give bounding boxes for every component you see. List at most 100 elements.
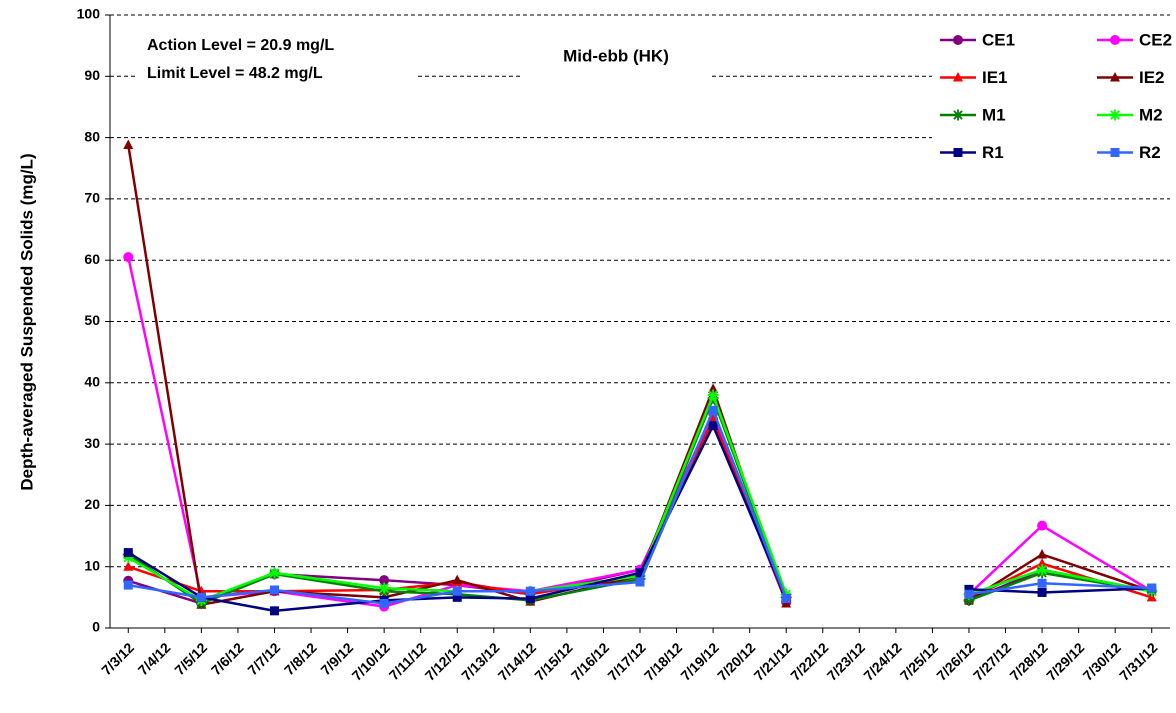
legend-label: CE2 [1139,30,1172,49]
chart-title: Mid-ebb (HK) [563,46,669,65]
data-point [707,389,719,401]
data-point [122,552,134,564]
legend: CE1 CE2 IE1 IE2 M1 M2 R1 R2 [932,25,1172,170]
data-point [269,585,279,595]
data-point [196,592,206,602]
data-point [452,586,462,596]
legend-label: R1 [982,143,1004,162]
y-tick-label: 30 [84,435,100,451]
y-tick-label: 100 [77,6,101,22]
legend-label: R2 [1139,143,1161,162]
x-tick-label: 7/22/12 [787,639,831,683]
data-point [379,575,390,586]
y-tick-label: 50 [84,312,100,328]
x-tick-label: 7/17/12 [604,639,648,683]
data-point [123,561,134,571]
legend-marker [953,72,963,82]
legend-label: M2 [1139,105,1163,124]
x-tick-label: 7/15/12 [531,639,575,683]
legend-box [932,25,1170,170]
legend-label: CE1 [982,30,1015,49]
data-point [452,592,462,602]
data-point [525,594,535,604]
x-tick-label: 7/24/12 [860,639,904,683]
x-tick-label: 7/4/12 [135,639,174,678]
x-tick-label: 7/11/12 [386,639,430,683]
y-tick-label: 70 [84,190,100,206]
data-point [635,577,645,587]
y-tick-label: 80 [84,128,100,144]
legend-marker [1109,109,1121,121]
data-point [123,548,133,558]
data-point [1037,548,1048,559]
y-tick-label: 20 [84,496,100,512]
data-point [963,594,975,606]
x-tick-label: 7/14/12 [495,639,539,683]
data-point [1036,564,1048,576]
annotation-box [138,30,418,90]
x-tick-label: 7/30/12 [1080,639,1124,683]
data-point [123,580,133,590]
x-tick-label: 7/27/12 [970,639,1014,683]
data-point [123,252,134,263]
legend-marker [953,35,963,45]
x-tick-label: 7/13/12 [458,639,502,683]
y-tick-label: 40 [84,374,100,390]
data-point [525,586,535,596]
y-tick-label: 0 [92,619,100,635]
x-tick-label: 7/7/12 [244,639,283,678]
y-tick-label: 10 [84,557,100,573]
x-tick-label: 7/5/12 [171,639,210,678]
title-box [520,38,710,78]
x-tick-label: 7/29/12 [1043,639,1087,683]
data-point [781,594,791,604]
x-tick-label: 7/16/12 [568,639,612,683]
legend-marker [953,148,963,157]
x-tick-label: 7/28/12 [1006,639,1050,683]
x-tick-label: 7/3/12 [98,639,137,678]
legend-label: IE2 [1139,68,1165,87]
x-tick-label: 7/20/12 [714,639,758,683]
x-tick-label: 7/10/12 [349,639,393,683]
x-tick-label: 7/23/12 [824,639,868,683]
x-tick-label: 7/6/12 [208,639,247,678]
data-point [378,582,390,594]
y-tick-label: 90 [84,67,100,83]
data-point [708,405,718,415]
y-tick-label: 60 [84,251,100,267]
data-point [1037,558,1048,568]
legend-marker [1110,72,1120,82]
x-tick-label: 7/21/12 [751,639,795,683]
data-point [268,567,280,579]
data-point [1147,583,1157,593]
data-point [269,606,279,616]
legend-marker [952,109,964,121]
annotation: Action Level = 20.9 mg/L [147,37,334,54]
x-tick-label: 7/26/12 [933,639,977,683]
annotation: Limit Level = 48.2 mg/L [147,65,323,82]
x-tick-label: 7/19/12 [677,639,721,683]
legend-label: IE1 [982,68,1008,87]
data-point [708,414,719,424]
x-tick-label: 7/12/12 [422,639,466,683]
data-point [708,421,718,431]
x-tick-label: 7/31/12 [1116,639,1160,683]
data-point [1037,587,1047,597]
data-point [635,568,645,578]
data-point [708,383,719,393]
data-point [964,584,974,594]
x-tick-label: 7/25/12 [897,639,941,683]
legend-marker [1110,148,1120,157]
series-line [127,144,1153,607]
data-point [452,574,463,585]
x-tick-label: 7/18/12 [641,639,685,683]
data-point [1037,578,1047,588]
data-point [964,589,974,599]
legend-label: M1 [982,105,1006,124]
data-point [379,598,389,608]
series-line [127,256,1153,608]
data-point [123,139,134,149]
plot-area [105,14,1170,633]
legend-marker [1110,35,1120,45]
